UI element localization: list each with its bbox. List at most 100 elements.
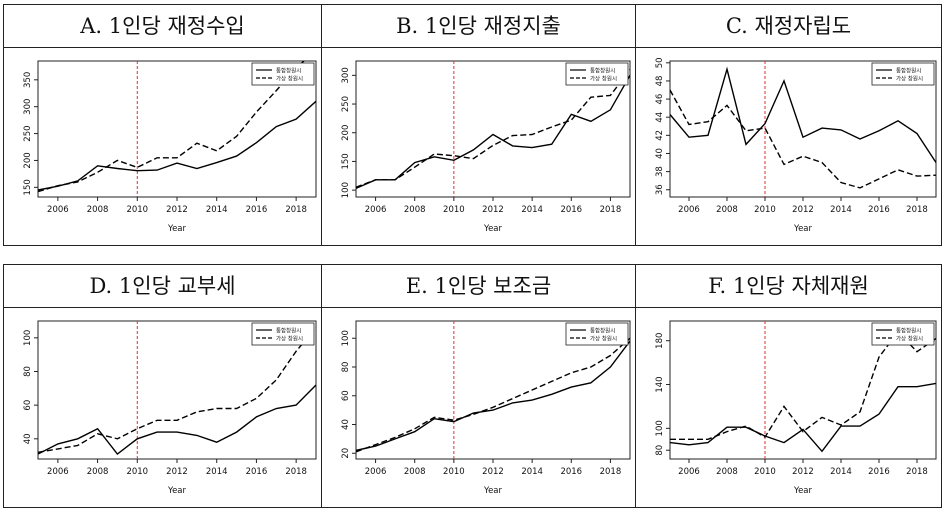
- y-tick-label: 60: [341, 390, 351, 401]
- chart-title: F. 1인당 자체재원: [636, 265, 941, 308]
- y-tick-label: 44: [655, 112, 665, 123]
- y-tick-label: 180: [655, 333, 665, 349]
- panel-e: E. 1인당 보조금 2006 2008 2010 2012 2014 2016 2018 2…: [321, 264, 636, 508]
- x-tick-label: 2018: [285, 205, 307, 215]
- legend-label: 통합창원시: [896, 327, 921, 335]
- plot-area: 2006 2008 2010 2012 2014 2016 2018 40 60 80 100 Yea…: [4, 307, 321, 507]
- y-tick-label: 40: [341, 419, 351, 430]
- line-chart-svg: 2006 2008 2010 2012 2014 2016 2018 100 150 200 250…: [341, 60, 631, 234]
- y-tick-label: 100: [655, 420, 665, 436]
- legend-label: 가상 창원시: [276, 75, 303, 83]
- legend-box: [565, 322, 629, 346]
- y-tick-label: 150: [341, 153, 351, 169]
- x-axis-label: Year: [167, 486, 187, 496]
- legend-label: 가상 창원시: [896, 75, 923, 83]
- x-tick-label: 2012: [792, 467, 814, 477]
- x-tick-label: 2008: [404, 205, 426, 215]
- x-tick-label: 2016: [868, 467, 890, 477]
- y-tick-label: 200: [23, 152, 33, 168]
- x-tick-label: 2018: [285, 467, 307, 477]
- x-tick-label: 2012: [792, 205, 814, 215]
- series-line-dashed: [670, 89, 936, 189]
- y-tick-label: 250: [341, 96, 351, 112]
- y-tick-label: 100: [23, 330, 33, 346]
- y-tick-label: 80: [341, 362, 351, 373]
- y-tick-label: 40: [23, 433, 33, 444]
- x-axis-label: Year: [483, 224, 503, 234]
- x-tick-label: 2018: [600, 205, 622, 215]
- line-chart-svg: 2006 2008 2010 2012 2014 2016 2018 150 200 250 300…: [23, 60, 317, 234]
- plot-area: 2006 2008 2010 2012 2014 2016 2018 150 200 250 300…: [4, 47, 321, 245]
- panel-c: C. 재정자립도 2006 2008 2010 2012 2014 2016 2018 36 3…: [635, 4, 942, 246]
- x-tick-label: 2016: [868, 205, 890, 215]
- y-tick-label: 140: [655, 376, 665, 392]
- y-tick-label: 38: [655, 166, 665, 177]
- x-tick-label: 2016: [560, 467, 582, 477]
- x-tick-label: 2012: [166, 467, 188, 477]
- x-tick-label: 2008: [404, 467, 426, 477]
- y-tick-label: 80: [655, 445, 665, 456]
- y-tick-label: 36: [655, 184, 665, 195]
- x-tick-label: 2006: [47, 467, 69, 477]
- y-tick-label: 300: [341, 67, 351, 83]
- y-tick-label: 48: [655, 76, 665, 87]
- legend-box: [251, 322, 315, 346]
- y-tick-label: 80: [23, 366, 33, 377]
- line-chart-svg: 2006 2008 2010 2012 2014 2016 2018 36 38 40 42 44 46…: [655, 57, 937, 234]
- x-tick-label: 2006: [365, 205, 387, 215]
- line-chart-svg: 2006 2008 2010 2012 2014 2016 2018 20 40 60 80 100 Y…: [341, 320, 631, 496]
- plot-area: 2006 2008 2010 2012 2014 2016 2018 20 40 60 80 100 Y…: [322, 307, 635, 507]
- series-line-dashed: [38, 61, 305, 193]
- series-line-dashed: [670, 330, 936, 441]
- x-tick-label: 2010: [126, 467, 148, 477]
- legend-label: 가상 창원시: [896, 335, 923, 343]
- chart-title: A. 1인당 재정수입: [4, 5, 321, 48]
- x-tick-label: 2018: [906, 467, 928, 477]
- legend-label: 통합창원시: [896, 67, 921, 75]
- x-tick-label: 2010: [754, 205, 776, 215]
- x-tick-label: 2014: [830, 467, 852, 477]
- line-chart-svg: 2006 2008 2010 2012 2014 2016 2018 40 60 80 100 Yea…: [23, 320, 317, 496]
- chart-title: D. 1인당 교부세: [4, 265, 321, 308]
- y-tick-label: 60: [23, 400, 33, 411]
- y-tick-label: 250: [23, 125, 33, 141]
- series-line-solid: [38, 100, 316, 191]
- series-line-solid: [356, 340, 630, 452]
- chart-title: E. 1인당 보조금: [322, 265, 635, 308]
- panel-f: F. 1인당 자체재원 2006 2008 2010 2012 2014 2016 2018…: [635, 264, 942, 508]
- series-line-dashed: [38, 327, 316, 453]
- x-tick-label: 2006: [365, 467, 387, 477]
- legend-label: 통합창원시: [590, 327, 615, 335]
- x-tick-label: 2012: [482, 467, 504, 477]
- x-tick-label: 2018: [906, 205, 928, 215]
- x-tick-label: 2014: [521, 205, 543, 215]
- series-line-solid: [670, 66, 936, 163]
- panel-b: B. 1인당 재정지출 2006 2008 2010 2012 2014 2016 2018…: [321, 4, 636, 246]
- x-tick-label: 2010: [443, 467, 465, 477]
- line-chart-svg: 2006 2008 2010 2012 2014 2016 2018 80 100 140 180 Y…: [655, 320, 937, 496]
- x-tick-label: 2016: [246, 467, 268, 477]
- x-tick-label: 2006: [678, 205, 700, 215]
- legend-box: [871, 62, 935, 86]
- x-tick-label: 2008: [716, 205, 738, 215]
- x-tick-label: 2012: [482, 205, 504, 215]
- series-line-solid: [38, 384, 316, 455]
- x-tick-label: 2008: [87, 205, 109, 215]
- y-tick-label: 350: [23, 72, 33, 88]
- plot-area: 2006 2008 2010 2012 2014 2016 2018 36 38 40 42 44 46…: [636, 47, 941, 245]
- y-tick-label: 40: [655, 148, 665, 159]
- legend-box: [251, 62, 315, 86]
- x-tick-label: 2006: [47, 205, 69, 215]
- series-line-dashed: [356, 337, 630, 453]
- x-tick-label: 2008: [87, 467, 109, 477]
- panel-d: D. 1인당 교부세 2006 2008 2010 2012 2014 2016 2018 4…: [3, 264, 322, 508]
- legend-label: 가상 창원시: [590, 75, 617, 83]
- plot-area: 2006 2008 2010 2012 2014 2016 2018 100 150 200 250…: [322, 47, 635, 245]
- y-tick-label: 150: [23, 179, 33, 195]
- chart-title: C. 재정자립도: [636, 5, 941, 48]
- plot-area: 2006 2008 2010 2012 2014 2016 2018 80 100 140 180 Y…: [636, 307, 941, 507]
- legend-label: 통합창원시: [590, 67, 615, 75]
- x-tick-label: 2014: [206, 205, 228, 215]
- x-tick-label: 2010: [126, 205, 148, 215]
- series-line-dashed: [356, 69, 630, 188]
